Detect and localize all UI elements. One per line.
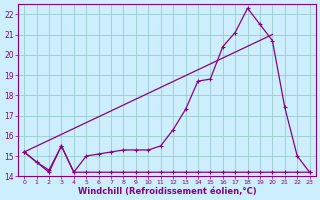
X-axis label: Windchill (Refroidissement éolien,°C): Windchill (Refroidissement éolien,°C)	[77, 187, 256, 196]
